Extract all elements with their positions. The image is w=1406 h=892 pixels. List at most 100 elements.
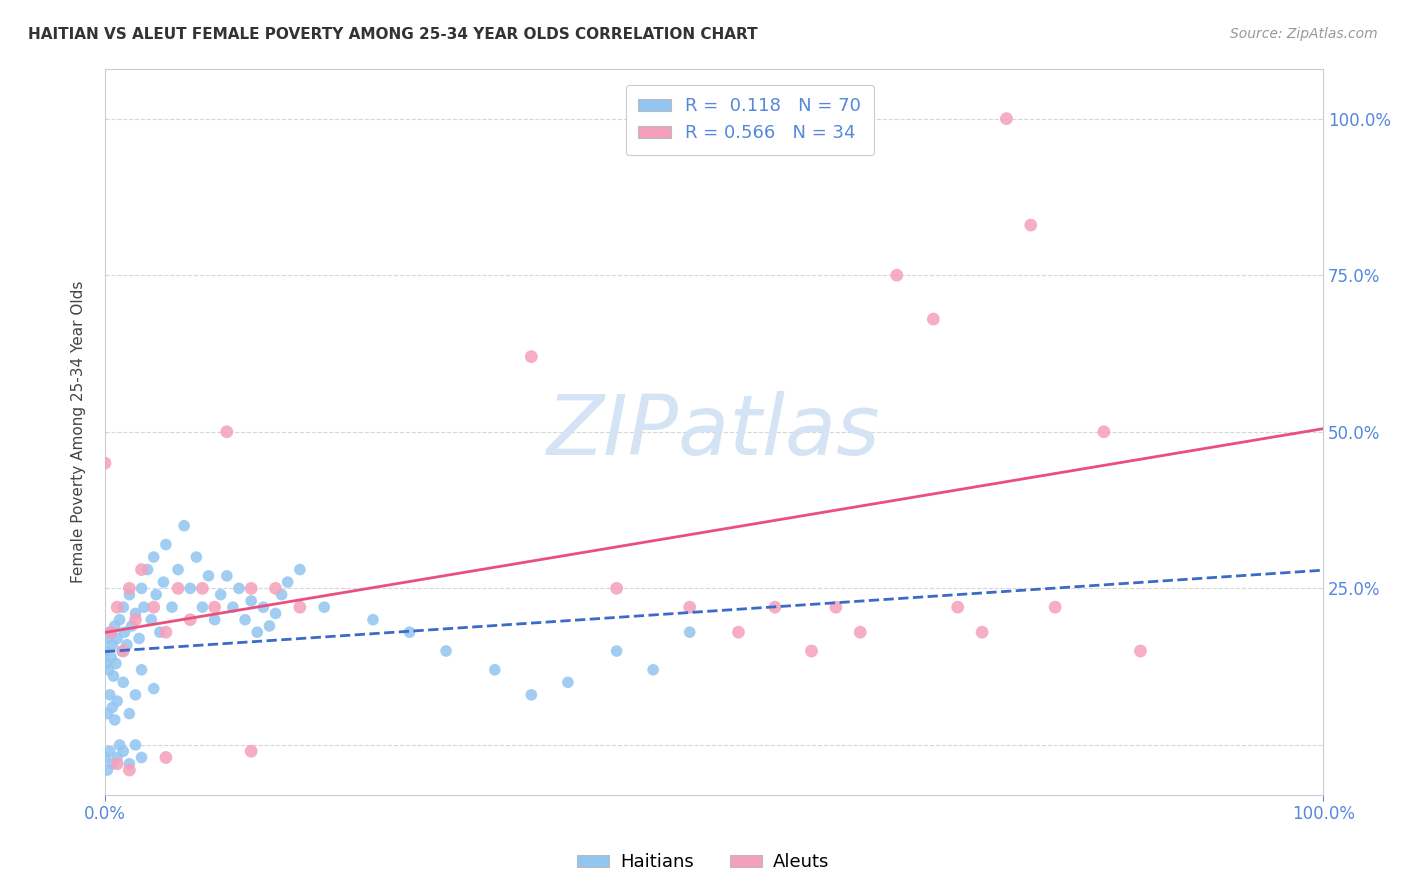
Text: HAITIAN VS ALEUT FEMALE POVERTY AMONG 25-34 YEAR OLDS CORRELATION CHART: HAITIAN VS ALEUT FEMALE POVERTY AMONG 25… bbox=[28, 27, 758, 42]
Point bbox=[118, 588, 141, 602]
Point bbox=[215, 425, 238, 439]
Point bbox=[118, 706, 141, 721]
Point bbox=[124, 607, 146, 621]
Point bbox=[246, 625, 269, 640]
Point bbox=[259, 619, 281, 633]
Point bbox=[101, 638, 124, 652]
Point bbox=[115, 638, 138, 652]
Point bbox=[94, 644, 117, 658]
Point bbox=[121, 619, 143, 633]
Point bbox=[96, 632, 118, 646]
Point bbox=[100, 650, 122, 665]
Point bbox=[100, 625, 122, 640]
Point bbox=[114, 625, 136, 640]
Point bbox=[124, 738, 146, 752]
Point bbox=[849, 625, 872, 640]
Point bbox=[98, 625, 121, 640]
Text: Source: ZipAtlas.com: Source: ZipAtlas.com bbox=[1230, 27, 1378, 41]
Point bbox=[118, 756, 141, 771]
Point bbox=[167, 563, 190, 577]
Point bbox=[94, 456, 117, 470]
Point bbox=[288, 563, 311, 577]
Point bbox=[108, 738, 131, 752]
Legend: Haitians, Aleuts: Haitians, Aleuts bbox=[569, 847, 837, 879]
Point bbox=[111, 644, 134, 658]
Point bbox=[361, 613, 384, 627]
Point bbox=[103, 669, 125, 683]
Point bbox=[240, 582, 263, 596]
Point bbox=[155, 625, 177, 640]
Point bbox=[179, 613, 201, 627]
Point bbox=[96, 763, 118, 777]
Point bbox=[520, 350, 543, 364]
Point bbox=[191, 582, 214, 596]
Y-axis label: Female Poverty Among 25-34 Year Olds: Female Poverty Among 25-34 Year Olds bbox=[72, 281, 86, 583]
Point bbox=[173, 518, 195, 533]
Point bbox=[398, 625, 420, 640]
Point bbox=[141, 613, 163, 627]
Point bbox=[145, 588, 167, 602]
Point bbox=[136, 563, 159, 577]
Point bbox=[112, 675, 135, 690]
Point bbox=[96, 657, 118, 671]
Point bbox=[155, 750, 177, 764]
Point bbox=[727, 625, 749, 640]
Point bbox=[204, 600, 226, 615]
Point bbox=[970, 625, 993, 640]
Point bbox=[679, 600, 702, 615]
Point bbox=[132, 600, 155, 615]
Point bbox=[160, 600, 183, 615]
Point bbox=[98, 744, 121, 758]
Point bbox=[108, 613, 131, 627]
Point bbox=[112, 744, 135, 758]
Point bbox=[142, 600, 165, 615]
Point bbox=[98, 688, 121, 702]
Point bbox=[149, 625, 172, 640]
Point bbox=[288, 600, 311, 615]
Point bbox=[1043, 600, 1066, 615]
Point bbox=[155, 537, 177, 551]
Point bbox=[118, 582, 141, 596]
Point bbox=[197, 569, 219, 583]
Point bbox=[105, 694, 128, 708]
Point bbox=[240, 594, 263, 608]
Point bbox=[104, 657, 127, 671]
Point bbox=[112, 600, 135, 615]
Point bbox=[215, 569, 238, 583]
Point bbox=[186, 550, 208, 565]
Point bbox=[124, 688, 146, 702]
Point bbox=[484, 663, 506, 677]
Point bbox=[1019, 218, 1042, 232]
Point bbox=[101, 700, 124, 714]
Point bbox=[97, 663, 120, 677]
Point bbox=[946, 600, 969, 615]
Point bbox=[825, 600, 848, 615]
Point bbox=[105, 632, 128, 646]
Point bbox=[142, 550, 165, 565]
Point bbox=[277, 575, 299, 590]
Point bbox=[264, 582, 287, 596]
Point bbox=[131, 663, 153, 677]
Legend: R =  0.118   N = 70, R = 0.566   N = 34: R = 0.118 N = 70, R = 0.566 N = 34 bbox=[626, 85, 873, 155]
Point bbox=[152, 575, 174, 590]
Point bbox=[233, 613, 256, 627]
Point bbox=[131, 750, 153, 764]
Point bbox=[104, 713, 127, 727]
Point bbox=[209, 588, 232, 602]
Point bbox=[434, 644, 457, 658]
Point bbox=[922, 312, 945, 326]
Point bbox=[118, 763, 141, 777]
Point bbox=[204, 613, 226, 627]
Point bbox=[557, 675, 579, 690]
Point bbox=[167, 582, 190, 596]
Text: ZIPatlas: ZIPatlas bbox=[547, 392, 882, 472]
Point bbox=[995, 112, 1018, 126]
Point bbox=[142, 681, 165, 696]
Point bbox=[679, 625, 702, 640]
Point bbox=[124, 613, 146, 627]
Point bbox=[252, 600, 274, 615]
Point bbox=[105, 750, 128, 764]
Point bbox=[643, 663, 665, 677]
Point bbox=[606, 644, 628, 658]
Point bbox=[228, 582, 250, 596]
